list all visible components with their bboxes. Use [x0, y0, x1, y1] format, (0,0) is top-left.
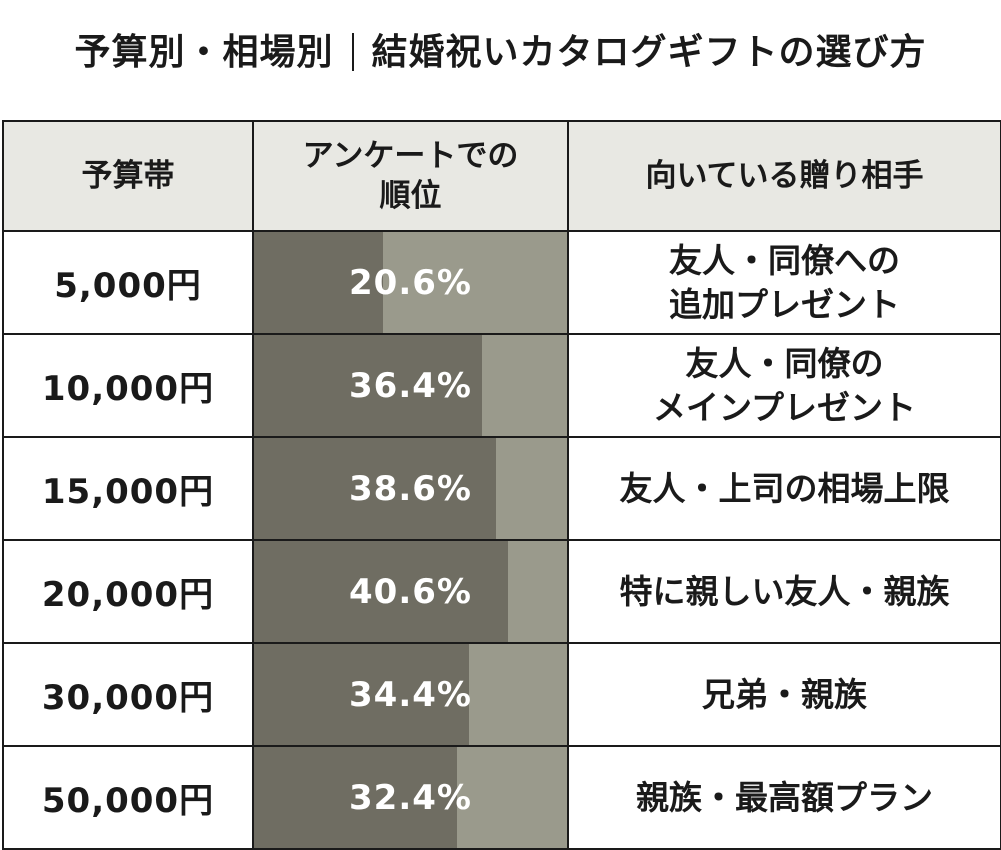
budget-label: 10,000円 — [41, 369, 215, 409]
percent-bar — [255, 336, 482, 435]
header-row: 予算帯 アンケートでの 順位 向いている贈り相手 — [2, 120, 1001, 232]
header-budget-line-1: 予算帯 — [81, 158, 175, 194]
header-budget: 予算帯 — [2, 120, 254, 232]
percent-bar — [255, 645, 470, 744]
percent-label: 38.6% — [349, 468, 472, 509]
target-text: 友人・同僚の メインプレゼント — [570, 342, 999, 430]
header-rank-line-2: 順位 — [379, 178, 442, 214]
percent-label: 32.4% — [349, 777, 472, 818]
percent-label: 34.4% — [349, 674, 472, 715]
target-cell: 特に親しい友人・親族 — [567, 539, 1001, 644]
budget-cell: 5,000円 — [2, 230, 254, 335]
target-line: 友人・同僚の — [685, 343, 884, 383]
title-left: 予算別・相場別 — [74, 32, 334, 73]
header-target-line-1: 向いている贈り相手 — [645, 158, 924, 194]
target-line: 追加プレゼント — [669, 284, 900, 324]
budget-label: 30,000円 — [41, 678, 215, 718]
table-row: 50,000円 32.4% 親族・最高額プラン — [2, 745, 1001, 850]
budget-label: 50,000円 — [41, 781, 215, 821]
target-text: 兄弟・親族 — [570, 673, 999, 717]
table-row: 20,000円 40.6% 特に親しい友人・親族 — [2, 539, 1001, 644]
target-line: メインプレゼント — [652, 387, 916, 427]
percent-bar-cell: 34.4% — [252, 642, 569, 747]
target-text: 友人・上司の相場上限 — [570, 467, 999, 511]
budget-table: 予算帯 アンケートでの 順位 向いている贈り相手 5,000円 20.6% 友人・同… — [2, 120, 1001, 850]
target-line: 友人・上司の相場上限 — [619, 468, 950, 508]
percent-bar-cell: 32.4% — [252, 745, 569, 850]
table-row: 30,000円 34.4% 兄弟・親族 — [2, 642, 1001, 747]
budget-label: 20,000円 — [41, 575, 215, 615]
target-text: 特に親しい友人・親族 — [570, 570, 999, 614]
header-rank-line-1: アンケートでの — [302, 138, 519, 174]
table-row: 5,000円 20.6% 友人・同僚への 追加プレゼント — [2, 230, 1001, 335]
percent-label: 20.6% — [349, 262, 472, 303]
target-line: 特に親しい友人・親族 — [619, 571, 950, 611]
percent-bar — [255, 439, 496, 538]
budget-cell: 20,000円 — [2, 539, 254, 644]
budget-cell: 30,000円 — [2, 642, 254, 747]
target-line: 親族・最高額プラン — [636, 777, 933, 817]
percent-bar — [255, 542, 509, 641]
percent-label: 36.4% — [349, 365, 472, 406]
page-title: 予算別・相場別 結婚祝いカタログギフトの選び方 — [0, 28, 1001, 78]
budget-label: 15,000円 — [41, 472, 215, 512]
target-text: 親族・最高額プラン — [570, 776, 999, 820]
target-cell: 友人・上司の相場上限 — [567, 436, 1001, 541]
target-cell: 友人・同僚の メインプレゼント — [567, 333, 1001, 438]
percent-bar-cell: 38.6% — [252, 436, 569, 541]
table-row: 10,000円 36.4% 友人・同僚の メインプレゼント — [2, 333, 1001, 438]
budget-cell: 10,000円 — [2, 333, 254, 438]
percent-bar — [255, 748, 457, 847]
target-cell: 友人・同僚への 追加プレゼント — [567, 230, 1001, 335]
target-text: 友人・同僚への 追加プレゼント — [570, 239, 999, 327]
title-separator — [351, 33, 354, 71]
header-target: 向いている贈り相手 — [567, 120, 1001, 232]
percent-bar-cell: 20.6% — [252, 230, 569, 335]
target-cell: 兄弟・親族 — [567, 642, 1001, 747]
title-right: 結婚祝いカタログギフトの選び方 — [371, 32, 927, 73]
percent-bar — [255, 233, 383, 332]
budget-label: 5,000円 — [54, 266, 202, 306]
budget-cell: 15,000円 — [2, 436, 254, 541]
target-line: 兄弟・親族 — [702, 674, 867, 714]
header-rank: アンケートでの 順位 — [252, 120, 569, 232]
percent-bar-cell: 36.4% — [252, 333, 569, 438]
table-row: 15,000円 38.6% 友人・上司の相場上限 — [2, 436, 1001, 541]
percent-bar-cell: 40.6% — [252, 539, 569, 644]
budget-cell: 50,000円 — [2, 745, 254, 850]
percent-label: 40.6% — [349, 571, 472, 612]
target-line: 友人・同僚への — [669, 240, 900, 280]
target-cell: 親族・最高額プラン — [567, 745, 1001, 850]
